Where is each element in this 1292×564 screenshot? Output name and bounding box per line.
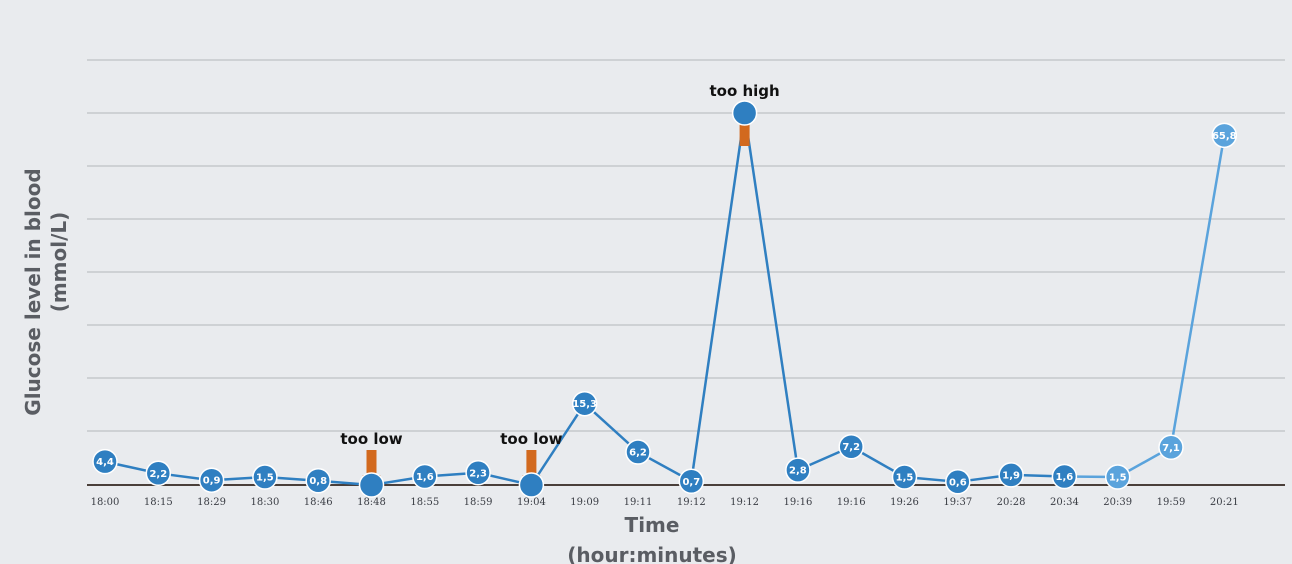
data-point [571,390,598,417]
line-segment [690,111,746,483]
gridlines [87,59,1285,432]
x-tick-label: 18:48 [357,497,386,508]
x-tick-label: 18:00 [91,497,120,508]
data-label: 2,2 [149,469,167,480]
data-point [945,469,971,495]
x-tick-label: 20:34 [1050,497,1079,508]
data-point [1051,463,1078,490]
x-tick-label: 19:04 [517,497,546,508]
data-label: 1,6 [416,472,434,483]
x-tick-label: 19:11 [624,497,653,508]
x-tick-label: 19:09 [570,497,599,508]
data-label: 1,9 [1002,470,1020,481]
data-label: 2,8 [789,466,807,477]
data-point [625,439,651,465]
x-tick-label: 19:59 [1157,497,1186,508]
data-label: 1,5 [896,473,914,484]
data-point [412,463,438,490]
data-label: 7,1 [1162,443,1180,454]
x-tick-label: 20:21 [1210,497,1239,508]
data-point [252,464,278,490]
x-tick-label: 20:39 [1103,497,1132,508]
x-tick-label: 18:29 [197,497,226,508]
data-point [1211,122,1238,149]
data-point [465,460,491,486]
data-label: 7,2 [842,442,860,453]
data-point [998,462,1024,488]
data-label: 0,6 [949,477,967,488]
data-points: 4,4 2,2 0,9 1,5 0,8 1,6 2,3 15,3 6,2 0,7 2,8 7,2 1,5… [92,100,1238,498]
data-label: 4,4 [96,457,114,468]
line-segment [530,402,586,487]
data-label: 2,3 [469,468,487,479]
series-line [103,111,1226,487]
annotation-label: too high [709,82,779,100]
arrow-shaft [366,450,377,476]
data-point [518,472,545,498]
x-tick-label: 19:12 [677,497,706,508]
data-point [1104,464,1131,490]
data-label: 1,6 [1056,472,1074,483]
data-label: 15,3 [572,399,597,410]
data-label: 0,9 [203,476,221,487]
data-point [92,448,118,475]
data-point [891,464,918,490]
x-axis-unit: (hour:minutes) [567,543,737,564]
line-segment [1169,134,1226,449]
data-point [305,467,331,494]
line-segment [743,111,800,472]
annotation-label: too low [340,430,402,448]
x-tick-label: 19:12 [730,497,759,508]
data-point [838,433,864,460]
data-label: 0,8 [309,476,327,487]
data-point [358,472,385,498]
x-tick-label: 18:55 [410,497,439,508]
data-point [145,460,172,487]
data-label: 1,5 [1109,473,1127,484]
x-tick-label: 18:15 [144,497,173,508]
x-tick-labels: 18:00 18:15 18:29 18:30 18:46 18:48 18:55 18:59… [91,497,1239,508]
annotation-label: too low [500,430,562,448]
data-label: 0,7 [682,477,700,488]
y-axis-unit: (mmol/L) [47,212,71,313]
y-axis-title: Glucose level in blood [21,168,45,415]
data-point [785,457,811,483]
x-axis-title: Time [625,513,680,537]
x-tick-label: 20:28 [997,497,1026,508]
data-label: 1,5 [256,473,274,484]
data-label: 65,8 [1212,131,1237,142]
data-point [731,100,758,126]
arrow-shaft [739,115,750,146]
x-tick-label: 19:16 [837,497,866,508]
annotations: too low too low too high [340,82,779,448]
x-tick-label: 19:16 [783,497,812,508]
data-point [1158,434,1184,461]
data-point [678,468,705,495]
x-tick-label: 18:46 [304,497,333,508]
data-label: 6,2 [629,448,647,459]
x-tick-label: 18:59 [464,497,493,508]
x-tick-label: 19:26 [890,497,919,508]
arrow-shaft [526,450,537,476]
x-tick-label: 18:30 [250,497,279,508]
data-point [198,467,225,493]
x-tick-label: 19:37 [943,497,972,508]
